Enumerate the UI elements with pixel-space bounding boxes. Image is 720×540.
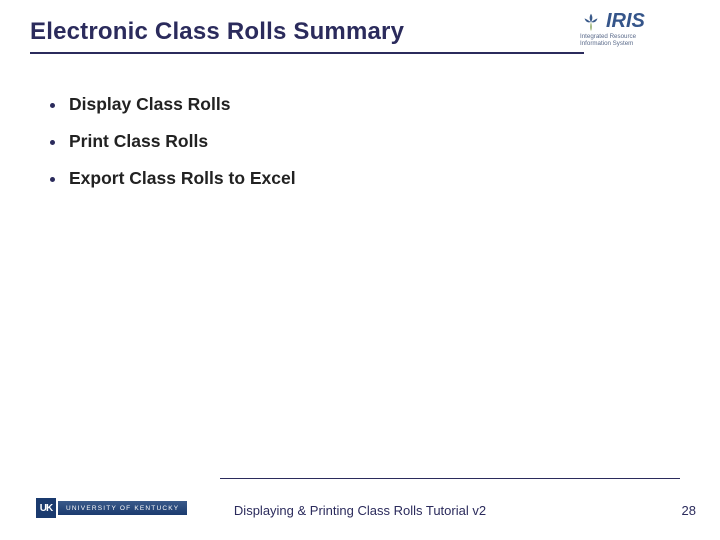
slide-title: Electronic Class Rolls Summary — [30, 18, 584, 54]
footer-divider — [220, 478, 680, 479]
list-item: Export Class Rolls to Excel — [50, 168, 680, 189]
iris-tagline-line2: Information System — [580, 41, 690, 48]
iris-tagline: Integrated Resource Information System — [580, 34, 690, 48]
slide: Electronic Class Rolls Summary IRIS Inte… — [0, 0, 720, 540]
iris-logo: IRIS Integrated Resource Information Sys… — [580, 10, 690, 56]
bullet-icon — [50, 140, 55, 145]
list-item: Display Class Rolls — [50, 94, 680, 115]
footer-caption: Displaying & Printing Class Rolls Tutori… — [0, 503, 720, 518]
list-item: Print Class Rolls — [50, 131, 680, 152]
bullet-icon — [50, 103, 55, 108]
bullet-text: Export Class Rolls to Excel — [69, 168, 296, 189]
page-number: 28 — [682, 503, 696, 518]
bullet-text: Print Class Rolls — [69, 131, 208, 152]
bullet-icon — [50, 177, 55, 182]
content-area: Display Class Rolls Print Class Rolls Ex… — [50, 94, 680, 205]
bullet-list: Display Class Rolls Print Class Rolls Ex… — [50, 94, 680, 189]
iris-flower-icon — [580, 11, 602, 33]
iris-logo-text: IRIS — [606, 10, 645, 33]
bullet-text: Display Class Rolls — [69, 94, 230, 115]
iris-logo-row: IRIS — [580, 10, 690, 33]
